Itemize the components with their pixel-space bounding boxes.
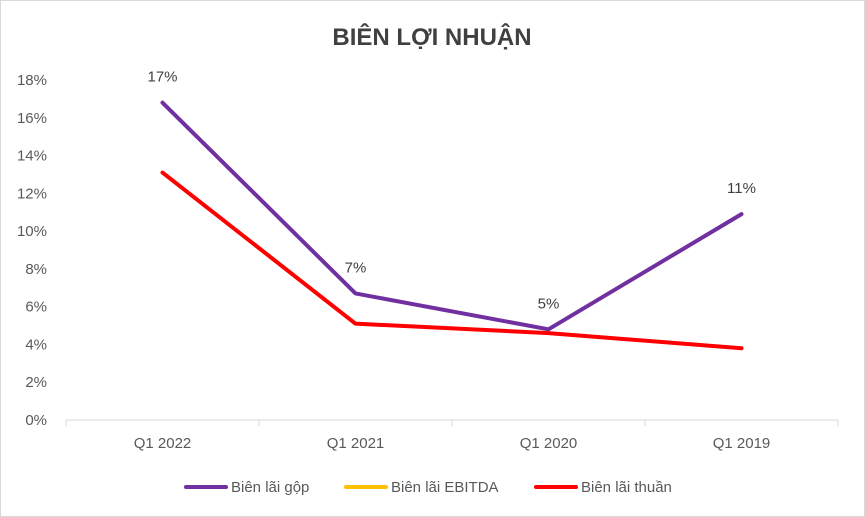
legend-label-0: Biên lãi gộp [231,479,309,496]
x-tick-label: Q1 2021 [327,435,385,452]
data-label: 7% [345,259,367,276]
legend-label-1: Biên lãi EBITDA [391,479,499,496]
data-label: 11% [727,180,756,197]
legend-label-2: Biên lãi thuần [581,479,672,496]
y-tick-label: 10% [17,223,47,240]
y-tick-label: 16% [17,110,47,127]
y-tick-label: 6% [25,299,47,316]
y-tick-label: 2% [25,374,47,391]
chart-title: BIÊN LỢI NHUẬN [332,23,531,51]
y-tick-label: 18% [17,72,47,89]
data-labels: 17% 7% 5% 11% [147,69,755,313]
y-tick-label: 8% [25,261,47,278]
x-tick-label: Q1 2022 [134,435,192,452]
x-tick-label: Q1 2020 [520,435,578,452]
x-tick-label: Q1 2019 [713,435,771,452]
legend: Biên lãi gộp Biên lãi EBITDA Biên lãi thuầ… [184,479,672,496]
data-label: 5% [538,295,560,312]
series-lines [160,100,744,351]
x-axis-ticks: Q1 2022 Q1 2021 Q1 2020 Q1 2019 [65,420,839,452]
y-tick-label: 14% [17,148,47,165]
y-tick-label: 4% [25,336,47,353]
series-line-0 [160,100,744,332]
y-tick-label: 12% [17,185,47,202]
y-tick-label: 0% [25,412,47,429]
y-axis-ticks: 0% 2% 4% 6% 8% 10% 12% 14% 16% 18% [17,72,47,429]
data-label: 17% [147,69,177,86]
series-line-2 [160,170,744,351]
